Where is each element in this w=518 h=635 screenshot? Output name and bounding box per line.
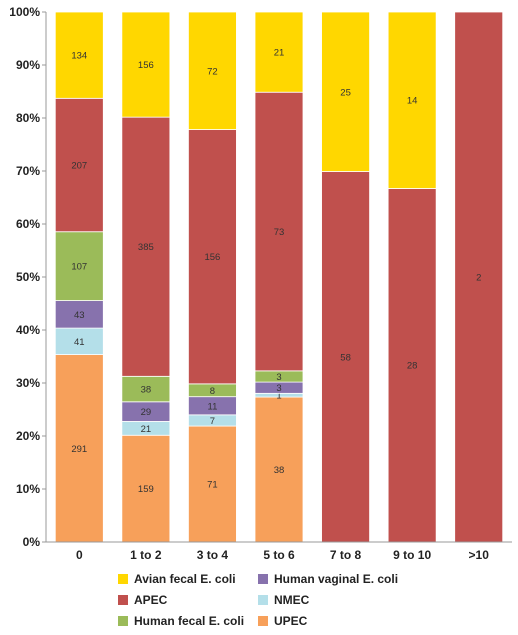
bar-segment-avian-fecal-e-coli bbox=[321, 11, 370, 172]
legend-item-upec: UPEC bbox=[258, 614, 307, 628]
legend-item-apec: APEC bbox=[118, 593, 167, 607]
data-label: 107 bbox=[71, 262, 87, 273]
data-label: 8 bbox=[210, 386, 215, 397]
legend: Avian fecal E. coli Human vaginal E. col… bbox=[118, 572, 418, 632]
bar-segment-apec bbox=[254, 91, 304, 372]
legend-swatch bbox=[258, 574, 268, 584]
data-label: 73 bbox=[274, 227, 285, 238]
stacked-bar-chart: 0%10%20%30%40%50%60%70%80%90%100% 291414… bbox=[9, 5, 512, 562]
data-label: 25 bbox=[340, 87, 351, 98]
bar-segment-avian-fecal-e-coli bbox=[387, 11, 437, 189]
data-label: 43 bbox=[74, 310, 85, 321]
legend-label: Avian fecal E. coli bbox=[134, 572, 236, 586]
data-label: 28 bbox=[407, 361, 418, 372]
data-label: 38 bbox=[141, 385, 152, 396]
bar-segment-upec bbox=[188, 425, 237, 543]
bar-segment-apec bbox=[54, 97, 104, 233]
legend-swatch bbox=[258, 595, 268, 605]
x-tick-label: 7 to 8 bbox=[330, 548, 362, 562]
y-tick-label: 50% bbox=[16, 270, 40, 284]
data-label: 2 bbox=[476, 273, 481, 284]
bar-segment-apec bbox=[121, 116, 171, 377]
bars: 2914143107207134159212938385156717118156… bbox=[54, 11, 504, 543]
x-tick-label: >10 bbox=[469, 548, 490, 562]
data-label: 134 bbox=[71, 51, 87, 62]
data-label: 14 bbox=[407, 96, 418, 107]
legend-swatch bbox=[118, 574, 128, 584]
bar-segment-avian-fecal-e-coli bbox=[54, 11, 104, 99]
x-tick-label: 3 to 4 bbox=[197, 548, 229, 562]
y-tick-label: 0% bbox=[23, 535, 41, 549]
legend-swatch bbox=[118, 616, 128, 626]
legend-item-human-fecal: Human fecal E. coli bbox=[118, 614, 244, 628]
legend-label: Human fecal E. coli bbox=[134, 614, 245, 628]
data-label: 21 bbox=[141, 424, 152, 435]
legend-item-avian-fecal: Avian fecal E. coli bbox=[118, 572, 236, 586]
bar-segment-apec bbox=[321, 171, 370, 543]
legend-item-human-vaginal: Human vaginal E. coli bbox=[258, 572, 398, 586]
x-tick-label: 5 to 6 bbox=[263, 548, 295, 562]
data-label: 41 bbox=[74, 337, 85, 348]
bar-segment-apec bbox=[188, 129, 237, 385]
x-tick-label: 0 bbox=[76, 548, 83, 562]
y-tick-label: 90% bbox=[16, 58, 40, 72]
data-label: 159 bbox=[138, 484, 154, 495]
y-tick-label: 10% bbox=[16, 482, 40, 496]
y-axis: 0% 10% 20% 30% 40% 50% 60% 70% 80% 90% 100% bbox=[9, 5, 47, 549]
data-label: 72 bbox=[207, 66, 218, 77]
data-label: 156 bbox=[138, 60, 154, 71]
bar-segment-apec bbox=[454, 11, 504, 543]
bar-segment-apec bbox=[387, 188, 437, 543]
data-label: 21 bbox=[274, 48, 285, 59]
data-label: 58 bbox=[340, 352, 351, 363]
data-label: 385 bbox=[138, 242, 154, 253]
legend-swatch bbox=[258, 616, 268, 626]
data-label: 38 bbox=[274, 465, 285, 476]
y-tick-label: 30% bbox=[16, 376, 40, 390]
data-label: 71 bbox=[207, 480, 218, 491]
y-tick-label: 40% bbox=[16, 323, 40, 337]
bar-segment-avian-fecal-e-coli bbox=[121, 11, 171, 118]
y-tick-label: 100% bbox=[9, 5, 40, 19]
legend-label: NMEC bbox=[274, 593, 310, 607]
legend-swatch bbox=[118, 595, 128, 605]
x-tick-label: 1 to 2 bbox=[130, 548, 162, 562]
legend-label: UPEC bbox=[274, 614, 308, 628]
bar-segment-avian-fecal-e-coli bbox=[254, 11, 304, 93]
legend-label: APEC bbox=[134, 593, 168, 607]
data-label: 29 bbox=[141, 407, 152, 418]
bar-segment-upec bbox=[121, 434, 171, 543]
data-label: 11 bbox=[207, 401, 217, 412]
x-tick-label: 9 to 10 bbox=[393, 548, 431, 562]
data-label: 207 bbox=[71, 161, 87, 172]
bar-segment-upec bbox=[54, 354, 104, 543]
bar-segment-upec bbox=[254, 396, 304, 543]
bar-segment-avian-fecal-e-coli bbox=[188, 11, 237, 130]
y-tick-label: 20% bbox=[16, 429, 40, 443]
legend-item-nmec: NMEC bbox=[258, 593, 309, 607]
y-tick-label: 80% bbox=[16, 111, 40, 125]
data-label: 3 bbox=[276, 372, 281, 383]
y-tick-label: 60% bbox=[16, 217, 40, 231]
data-label: 1 bbox=[276, 391, 281, 402]
data-label: 156 bbox=[204, 252, 220, 263]
data-label: 3 bbox=[276, 383, 281, 394]
x-axis: 0 1 to 2 3 to 4 5 to 6 7 to 8 9 to 10 >10 bbox=[46, 541, 512, 562]
data-label: 291 bbox=[71, 444, 87, 455]
y-tick-label: 70% bbox=[16, 164, 40, 178]
data-label: 7 bbox=[210, 416, 215, 427]
legend-label: Human vaginal E. coli bbox=[274, 572, 399, 586]
